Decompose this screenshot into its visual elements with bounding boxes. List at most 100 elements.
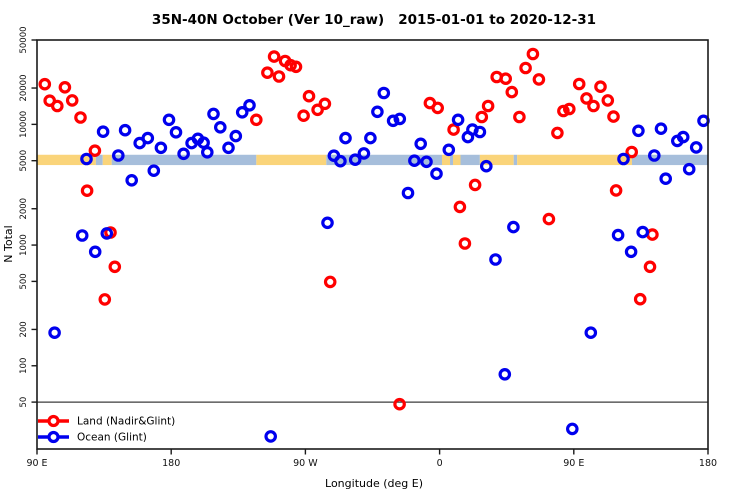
x-axis-title: Longitude (deg E) <box>325 477 423 490</box>
land-point <box>572 77 586 91</box>
y-tick-label: 50 <box>19 397 29 408</box>
band-segment-land <box>453 154 461 166</box>
ocean-point <box>334 154 347 168</box>
ocean-point <box>689 141 703 154</box>
land-point <box>58 81 72 94</box>
land-point <box>475 110 489 124</box>
band-segment-land <box>37 154 96 166</box>
land-point <box>519 61 532 75</box>
ocean-point <box>243 99 256 112</box>
land-point <box>499 72 512 85</box>
band-segment-ocean <box>513 154 518 166</box>
land-point <box>447 123 460 136</box>
land-point <box>98 293 112 306</box>
land-point <box>302 89 316 103</box>
ocean-point <box>430 167 443 180</box>
legend-marker <box>47 430 60 444</box>
ocean-point <box>125 174 138 187</box>
ocean-point <box>632 124 645 138</box>
ocean-point <box>201 146 214 159</box>
series-land <box>38 47 659 411</box>
ocean-point <box>177 147 190 161</box>
ocean-point <box>264 430 277 443</box>
x-tick-label: 180 <box>162 458 180 469</box>
land-point <box>607 110 620 123</box>
legend-marker <box>47 414 60 428</box>
legend-label: Land (Nadir&Glint) <box>77 416 175 428</box>
ocean-point <box>420 155 433 169</box>
y-tick-label: 100 <box>19 358 29 374</box>
land-point <box>393 397 406 411</box>
ocean-point <box>229 129 243 143</box>
land-point <box>587 99 600 113</box>
land-point <box>513 110 526 124</box>
ocean-point <box>169 126 183 139</box>
band-segment-ocean <box>460 154 480 166</box>
ocean-point <box>75 229 89 242</box>
ocean-point <box>442 143 456 157</box>
ocean-point <box>154 141 168 155</box>
land-point <box>272 70 286 83</box>
y-tick-label: 500 <box>19 273 29 289</box>
land-point <box>468 178 482 192</box>
ocean-point <box>100 227 114 240</box>
y-tick-label: 2000 <box>19 198 29 220</box>
land-point <box>65 94 79 107</box>
y-tick-label: 50000 <box>19 26 29 53</box>
land-point <box>108 260 122 274</box>
land-point <box>74 111 87 124</box>
land-point <box>311 103 324 117</box>
land-point <box>646 228 659 241</box>
band-segment-land <box>441 154 451 166</box>
land-point <box>601 94 615 107</box>
y-axis-title: N Total <box>2 225 15 262</box>
land-point <box>633 292 647 306</box>
y-tick-label: 20000 <box>19 75 29 102</box>
land-point <box>453 200 467 214</box>
y-axis-ticks: 50 100 200 500 1000 2000 5000 10000 20000 50000 <box>19 26 37 408</box>
ocean-point <box>321 216 334 230</box>
ocean-point <box>80 152 93 166</box>
ocean-point <box>88 245 102 259</box>
y-tick-label: 1000 <box>19 234 29 256</box>
y-tick-label: 200 <box>19 321 29 337</box>
series-ocean <box>48 86 710 443</box>
band-segment-ocean <box>631 154 708 166</box>
ocean-point <box>498 367 512 381</box>
land-point <box>594 80 607 93</box>
land-point <box>625 145 638 159</box>
land-point <box>318 97 332 111</box>
ocean-point <box>141 131 155 145</box>
x-tick-label: 90 E <box>26 458 47 469</box>
band-segment-land <box>517 154 632 166</box>
ocean-point <box>222 141 235 155</box>
land-point <box>261 66 274 79</box>
ocean-point <box>357 147 371 160</box>
x-tick-label: 90 W <box>293 458 318 469</box>
band-segment-ocean <box>95 154 103 166</box>
legend-label: Ocean (Glint) <box>77 432 147 444</box>
land-point <box>80 184 94 197</box>
ocean-point <box>697 114 710 128</box>
ocean-point <box>118 123 132 137</box>
ocean-point <box>654 122 668 135</box>
band-segment-ocean <box>450 154 454 166</box>
ocean-point <box>479 159 493 173</box>
band-segment-ocean <box>326 154 442 166</box>
x-tick-label: 0 <box>437 458 443 469</box>
land-ocean-band <box>37 154 708 166</box>
land-point <box>38 77 52 91</box>
ocean-point <box>371 105 384 119</box>
ocean-point <box>147 164 161 177</box>
ocean-point <box>393 112 407 126</box>
land-point <box>297 109 310 122</box>
ocean-point <box>565 422 579 436</box>
x-tick-label: 90 E <box>563 458 584 469</box>
land-point <box>267 50 281 63</box>
land-point <box>289 60 303 74</box>
band-segment-land <box>479 154 514 166</box>
ocean-point <box>507 220 520 234</box>
ocean-point <box>682 162 696 176</box>
chart-title: 35N-40N October (Ver 10_raw) 2015-01-01 … <box>152 12 596 28</box>
